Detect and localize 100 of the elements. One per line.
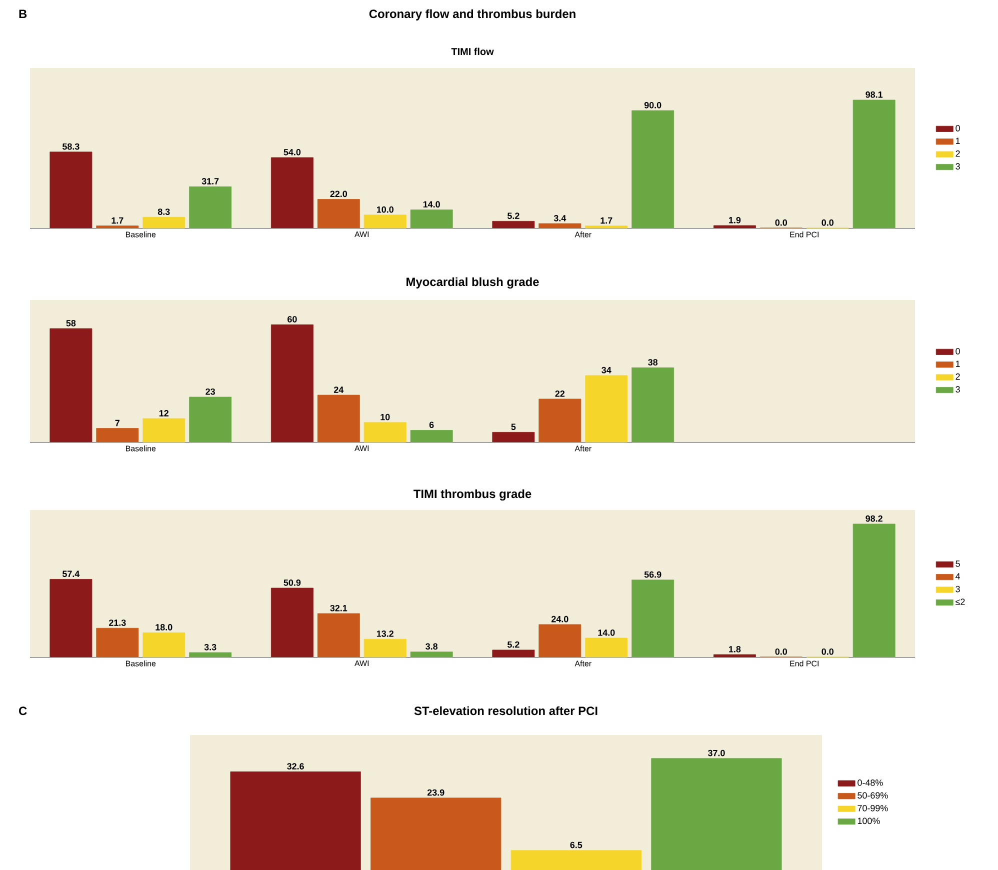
data-label: 23 [206,388,215,395]
data-label: 24.0 [551,616,568,622]
bar [852,100,896,228]
data-label: 57.4 [62,570,80,578]
data-label: 58.3 [62,143,80,150]
bar [50,579,92,658]
data-label: 0.0 [822,648,834,655]
data-label: 54.0 [284,148,301,156]
data-label: 1.7 [112,217,124,224]
bar [270,588,314,658]
legend-label: 70-99% [858,804,888,812]
bar [585,226,628,228]
data-label: 7 [115,420,120,426]
data-label: 32.1 [330,604,348,612]
chart-title: ST-elevation resolution after PCI [414,706,598,716]
data-label: 13.2 [376,630,394,637]
data-label: 6.5 [570,842,582,848]
data-label: 24 [334,386,344,393]
bar [713,654,756,658]
bar [538,223,582,228]
data-label: 1.8 [729,646,741,652]
data-label: 0.0 [775,648,788,655]
data-label: 98.2 [866,515,882,522]
data-label: 22.0 [330,190,348,198]
bar [410,210,453,228]
bar [538,398,582,442]
data-label: 3.8 [426,643,438,650]
data-label: 31.7 [202,178,219,184]
bar [96,226,139,228]
bar [492,650,535,658]
data-label: 34 [602,366,612,374]
bar [632,110,674,228]
legend-label: 2 [956,150,960,157]
data-label: 6 [429,422,434,428]
data-label: 10.0 [376,206,394,213]
bar [50,152,92,228]
data-label: 1.7 [600,217,612,224]
bar [410,430,453,442]
chart-subtitle: TIMI flow [451,48,494,56]
legend-label: 3 [956,386,960,393]
data-label: 5.2 [507,212,520,220]
chart-title: TIMI thrombus grade [414,489,532,501]
legend-label: 100% [858,818,880,824]
bar [585,375,628,442]
bar [96,428,139,442]
bar [230,771,361,870]
legend-label: 50-69% [858,792,888,799]
bar [713,225,756,228]
data-label: 0.0 [822,219,834,226]
data-label: 56.9 [644,571,662,578]
chart-title: Coronary flow and thrombus burden [369,9,576,20]
legend-label: 3 [956,163,960,170]
bar [317,613,360,658]
bar [492,220,535,228]
bar [410,652,453,658]
bar [585,638,628,658]
legend-label: 1 [956,138,960,144]
data-label: 58 [66,320,76,326]
data-label: 14.0 [598,629,615,636]
chart-title: Myocardial blush grade [406,277,539,289]
bar [96,628,139,658]
data-label: 50.9 [284,579,301,586]
bar [632,367,674,442]
data-label: 37.0 [708,750,725,756]
legend-label: 0 [956,348,960,354]
bar [189,396,232,442]
bar [651,758,782,870]
data-label: 98.1 [866,91,883,98]
bar [492,432,535,442]
data-label: 1.9 [729,216,741,224]
bar [317,394,360,442]
data-label: 18.0 [156,624,172,630]
data-label: 8.3 [158,208,170,215]
bar [142,632,186,658]
bar [364,422,406,442]
data-label: 0.0 [775,219,788,226]
data-label: 5 [511,424,516,430]
bar [364,638,406,658]
data-label: 14.0 [423,201,440,208]
bar [50,328,92,442]
legend-label: ≤2 [956,598,965,605]
legend-label: 0-48% [858,779,883,786]
bar [142,418,186,442]
data-label: 22 [555,390,565,397]
data-label: 38 [648,359,658,366]
data-label: 90.0 [644,102,662,108]
text: B [19,10,27,18]
bar [538,624,582,658]
data-label: 5.2 [507,641,520,648]
bar [142,216,186,228]
legend-label: 1 [956,360,960,367]
bar [852,524,896,658]
data-label: 60 [288,316,297,322]
data-label: 21.3 [108,620,126,626]
bar [189,186,232,228]
data-label: 3.4 [554,214,566,222]
legend-label: 5 [956,560,960,567]
bar [270,324,314,442]
data-label: 23.9 [427,789,444,796]
bar [270,157,314,228]
